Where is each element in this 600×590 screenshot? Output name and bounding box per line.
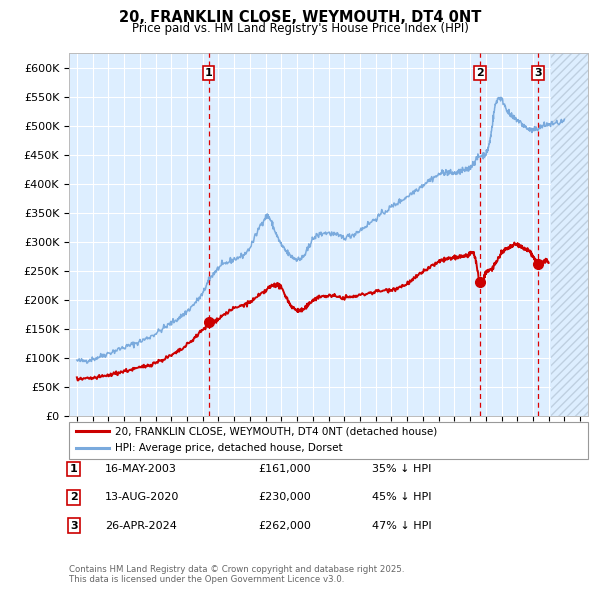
Text: 13-AUG-2020: 13-AUG-2020 (105, 493, 179, 502)
Text: 1: 1 (205, 68, 212, 78)
Text: 35% ↓ HPI: 35% ↓ HPI (372, 464, 431, 474)
Text: 45% ↓ HPI: 45% ↓ HPI (372, 493, 431, 502)
Text: Price paid vs. HM Land Registry's House Price Index (HPI): Price paid vs. HM Land Registry's House … (131, 22, 469, 35)
Text: 3: 3 (70, 521, 77, 530)
Text: Contains HM Land Registry data © Crown copyright and database right 2025.
This d: Contains HM Land Registry data © Crown c… (69, 565, 404, 584)
Text: £230,000: £230,000 (258, 493, 311, 502)
Text: 2: 2 (476, 68, 484, 78)
Text: £161,000: £161,000 (258, 464, 311, 474)
Text: HPI: Average price, detached house, Dorset: HPI: Average price, detached house, Dors… (115, 443, 343, 453)
Text: 26-APR-2024: 26-APR-2024 (105, 521, 177, 530)
Text: £262,000: £262,000 (258, 521, 311, 530)
Text: 20, FRANKLIN CLOSE, WEYMOUTH, DT4 0NT (detached house): 20, FRANKLIN CLOSE, WEYMOUTH, DT4 0NT (d… (115, 427, 437, 436)
Text: 20, FRANKLIN CLOSE, WEYMOUTH, DT4 0NT: 20, FRANKLIN CLOSE, WEYMOUTH, DT4 0NT (119, 10, 481, 25)
Text: 1: 1 (70, 464, 77, 474)
Text: 47% ↓ HPI: 47% ↓ HPI (372, 521, 431, 530)
Text: 2: 2 (70, 493, 77, 502)
Text: 16-MAY-2003: 16-MAY-2003 (105, 464, 177, 474)
Text: 3: 3 (534, 68, 542, 78)
Bar (551, 53, 588, 416)
Bar (551, 53, 588, 416)
